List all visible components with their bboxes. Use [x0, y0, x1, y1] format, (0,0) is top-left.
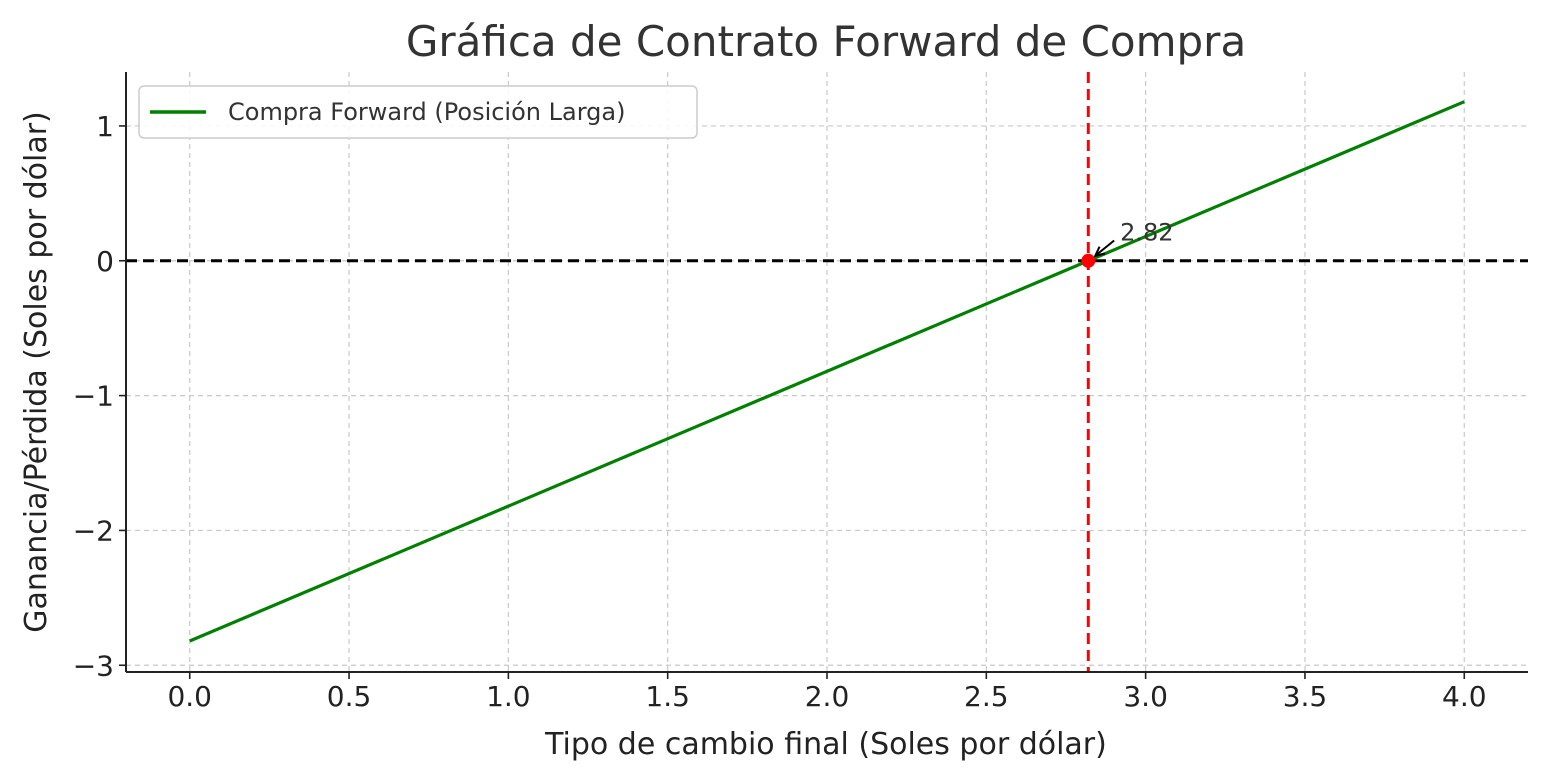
- y-ticks: −3 −2 −1 0 1: [73, 110, 126, 682]
- reference-lines: [126, 72, 1528, 672]
- x-tick-label: 4.0: [1442, 680, 1487, 713]
- x-tick-label: 1.5: [645, 680, 690, 713]
- y-tick-label: 0: [96, 245, 114, 278]
- series-group: [189, 100, 1465, 643]
- y-tick-label: 1: [96, 110, 114, 143]
- annotation-label: 2.82: [1120, 218, 1173, 246]
- x-tick-label: 3.5: [1283, 680, 1328, 713]
- annotations: 2.82: [1081, 218, 1174, 268]
- y-tick-label: −3: [73, 649, 114, 682]
- legend: Compra Forward (Posición Larga): [138, 85, 698, 139]
- chart-title: Gráfica de Contrato Forward de Compra: [406, 17, 1246, 66]
- x-ticks: 0.0 0.5 1.0 1.5 2.0 2.5 3.0 3.5 4.0: [167, 672, 1487, 713]
- x-tick-label: 1.0: [486, 680, 531, 713]
- y-tick-label: −2: [73, 514, 114, 547]
- y-tick-label: −1: [73, 380, 114, 413]
- x-axis-label: Tipo de cambio final (Soles por dólar): [544, 727, 1107, 762]
- y-axis-label: Ganancia/Pérdida (Soles por dólar): [19, 111, 54, 632]
- breakeven-point-marker: [1081, 253, 1096, 268]
- x-tick-label: 3.0: [1123, 680, 1168, 713]
- annotation-arrow: [1094, 239, 1115, 257]
- x-tick-label: 0.0: [167, 680, 212, 713]
- legend-label: Compra Forward (Posición Larga): [228, 98, 625, 126]
- legend-box: [138, 85, 698, 139]
- x-tick-label: 2.5: [964, 680, 1009, 713]
- x-tick-label: 0.5: [327, 680, 372, 713]
- series-line: [189, 100, 1465, 643]
- x-tick-label: 2.0: [805, 680, 850, 713]
- annotation-arrowhead: [1093, 246, 1106, 258]
